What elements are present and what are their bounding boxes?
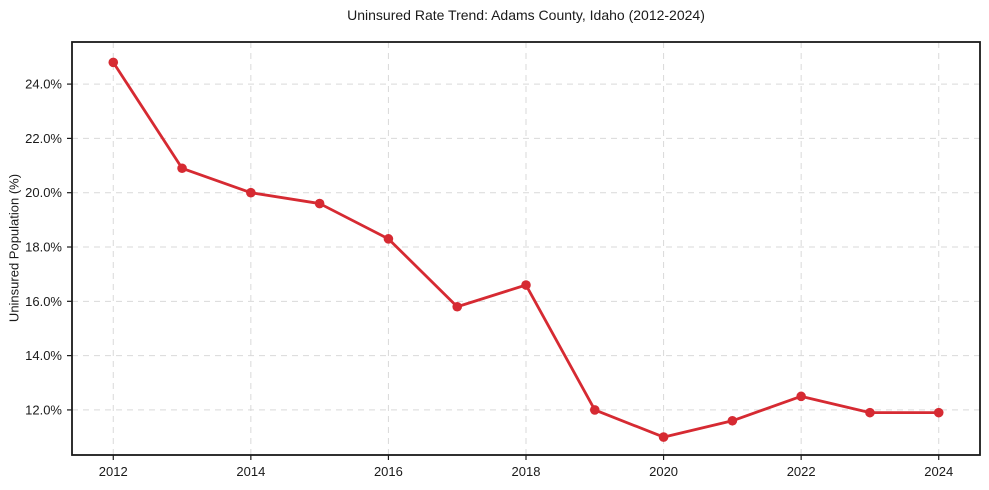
y-tick-label: 12.0% xyxy=(25,402,62,417)
plot-border xyxy=(71,41,981,456)
x-tick-label: 2020 xyxy=(649,464,678,479)
x-tick-label: 2012 xyxy=(99,464,128,479)
x-tick-label: 2024 xyxy=(924,464,953,479)
x-tick-label: 2018 xyxy=(512,464,541,479)
data-line xyxy=(111,60,941,439)
y-tick-label: 22.0% xyxy=(25,131,62,146)
data-point-marker xyxy=(108,57,119,68)
data-point-marker xyxy=(865,407,875,418)
data-point-marker xyxy=(658,432,669,442)
y-tick-label: 14.0% xyxy=(25,348,62,363)
y-tick-label: 16.0% xyxy=(25,294,62,309)
data-point-marker xyxy=(796,391,806,402)
data-point-marker xyxy=(383,234,394,244)
data-point-marker xyxy=(246,187,256,198)
data-point-marker xyxy=(589,405,600,415)
data-point-marker xyxy=(177,163,187,174)
y-tick-label: 20.0% xyxy=(25,185,62,200)
data-point-marker xyxy=(314,198,325,209)
y-tick-label: 18.0% xyxy=(25,240,62,255)
data-point-marker xyxy=(933,407,944,418)
chart-title: Uninsured Rate Trend: Adams County, Idah… xyxy=(347,7,705,23)
x-tick-label: 2014 xyxy=(236,464,265,479)
x-tick-label: 2016 xyxy=(374,464,403,479)
data-point-marker xyxy=(452,301,463,312)
y-tick-label: 24.0% xyxy=(25,77,62,92)
data-point-marker xyxy=(521,280,531,290)
x-tick-label: 2022 xyxy=(787,464,816,479)
data-point-marker xyxy=(727,415,738,426)
